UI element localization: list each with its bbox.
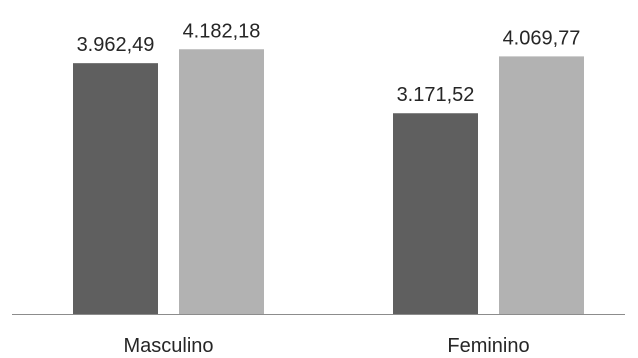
bar-feminino-series-1 (393, 113, 478, 314)
data-label-feminino-series-1: 3.171,52 (397, 84, 475, 106)
data-label-masculino-series-2: 4.182,18 (183, 20, 261, 42)
data-label-feminino-series-2: 4.069,77 (503, 27, 581, 49)
value-labels-group: 3.962,49 4.182,18 3.171,52 4.069,77 (77, 20, 581, 106)
category-labels-group: Masculino Feminino (123, 335, 529, 357)
bar-masculino-series-2 (179, 49, 264, 314)
bars-group (73, 49, 584, 315)
bar-masculino-series-1 (73, 63, 158, 315)
category-label-feminino: Feminino (447, 335, 529, 357)
category-label-masculino: Masculino (123, 335, 213, 357)
bar-feminino-series-2 (499, 56, 584, 315)
data-label-masculino-series-1: 3.962,49 (77, 34, 155, 56)
